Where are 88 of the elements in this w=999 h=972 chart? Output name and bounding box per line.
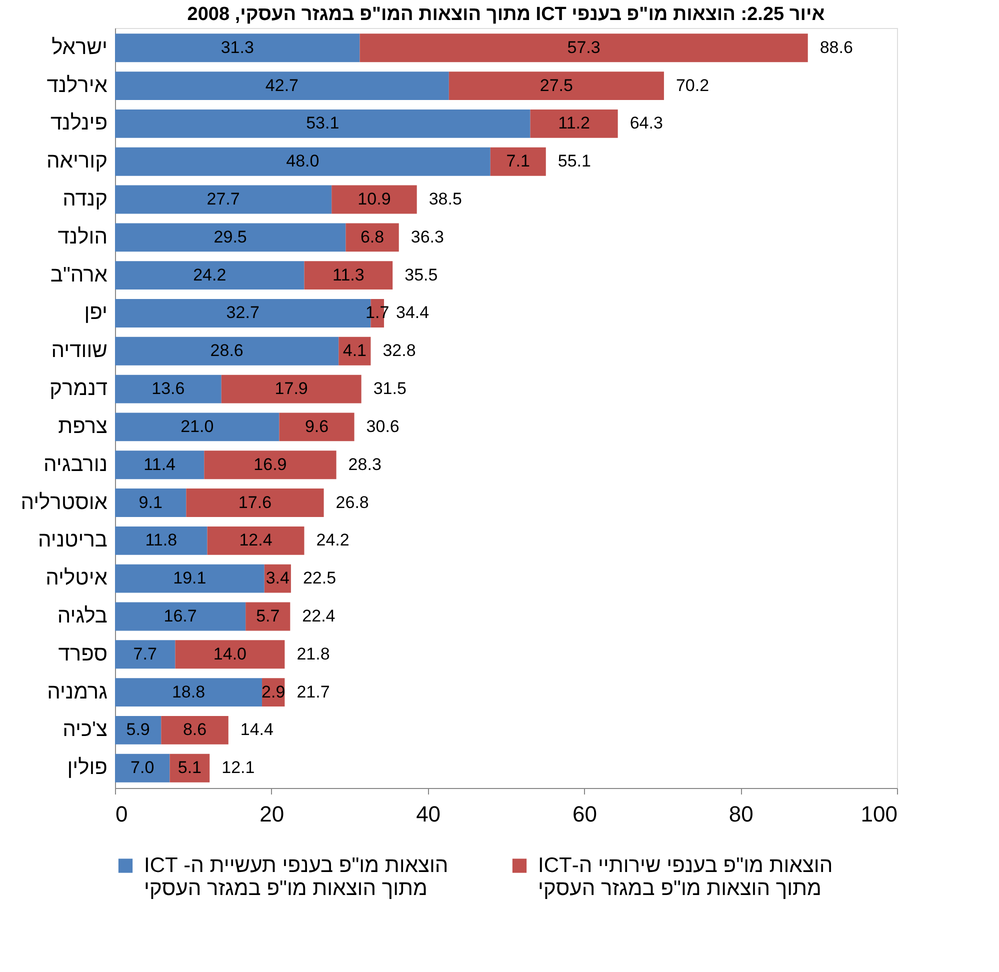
y-tick-label: דנמרק	[50, 377, 108, 400]
data-label: 16.7	[164, 606, 197, 626]
data-label: 24.2	[193, 265, 226, 284]
total-label: 22.5	[302, 568, 336, 588]
data-label: 48.0	[286, 152, 320, 171]
data-label: 31.3	[220, 38, 254, 57]
data-label: 2.9	[262, 682, 286, 702]
data-label: 9.6	[304, 416, 329, 436]
data-label: 17.9	[274, 379, 308, 398]
total-label: 28.3	[348, 454, 382, 474]
data-label: 4.1	[342, 341, 367, 360]
total-label: 26.8	[336, 492, 369, 512]
total-label: 30.6	[366, 416, 400, 436]
total-label: 88.6	[820, 38, 853, 57]
data-label: 21.0	[180, 416, 214, 436]
data-label: 13.6	[152, 379, 185, 398]
y-tick-label: פינלנד	[50, 112, 108, 135]
data-label: 12.4	[239, 530, 272, 550]
data-label: 9.1	[138, 492, 162, 512]
y-tick-label: אוסטרליה	[20, 490, 108, 514]
y-tick-label: נורבגיה	[43, 452, 108, 476]
data-label: 5.7	[256, 606, 280, 626]
data-label: 19.1	[173, 568, 206, 588]
total-label: 64.3	[630, 114, 663, 133]
total-label: 24.2	[316, 530, 350, 550]
x-tick-label: 60	[572, 802, 597, 826]
y-tick-label: שוודיה	[51, 339, 108, 362]
y-tick-label: יפן	[84, 301, 108, 324]
y-tick-label: גרמניה	[47, 680, 108, 704]
y-tick-label: קנדה	[62, 188, 108, 211]
total-label: 55.1	[558, 152, 591, 171]
data-label: 11.8	[145, 530, 178, 550]
total-label: 38.5	[428, 190, 462, 209]
x-tick-label: 40	[416, 802, 441, 826]
y-tick-label: ארה"ב	[50, 263, 108, 286]
data-label: 6.8	[360, 227, 384, 246]
total-label: 36.3	[410, 227, 444, 246]
data-label: 42.7	[265, 76, 299, 95]
y-tick-label: אירלנד	[46, 74, 108, 97]
data-label: 7.0	[130, 758, 154, 778]
y-tick-label: ישראל	[52, 36, 108, 59]
data-label: 5.9	[126, 720, 150, 740]
data-label: 7.1	[506, 152, 530, 171]
total-label: 12.1	[222, 758, 255, 778]
total-label: 14.4	[240, 720, 274, 740]
data-label: 14.0	[213, 644, 246, 664]
data-label: 8.6	[182, 720, 207, 740]
x-tick-label: 100	[860, 802, 898, 826]
data-label: 10.9	[358, 190, 391, 209]
total-label: 32.8	[382, 341, 416, 360]
y-tick-label: בריטניה	[38, 528, 108, 552]
data-label: 5.1	[178, 758, 202, 778]
total-label: 22.4	[302, 606, 336, 626]
total-label: 34.4	[396, 303, 430, 322]
y-tick-label: בלגיה	[57, 604, 108, 628]
data-label: 3.4	[266, 568, 290, 588]
x-tick-label: 20	[260, 802, 284, 826]
total-label: 31.5	[373, 379, 406, 398]
chart-title: איור 2.25: הוצאות מו"פ בענפי ICT מתוך הוצאות המו"פ במגזר העסקי, 2008	[187, 4, 825, 25]
total-label: 21.7	[296, 682, 330, 702]
x-tick-label: 80	[728, 802, 754, 826]
data-label: 57.3	[567, 38, 600, 57]
data-label: 11.2	[558, 114, 590, 133]
total-label: 70.2	[676, 76, 710, 95]
y-tick-label: צרפת	[58, 414, 108, 438]
data-label: 32.7	[226, 303, 260, 322]
data-label: 11.4	[144, 454, 176, 474]
data-label: 53.1	[306, 114, 340, 133]
x-tick-label: 0	[116, 802, 128, 826]
data-label: 11.3	[332, 265, 364, 284]
data-label: 28.6	[210, 341, 244, 360]
y-tick-label: ספרד	[58, 642, 108, 666]
total-label: 35.5	[404, 265, 438, 284]
total-label: 21.8	[296, 644, 330, 664]
data-label: 16.9	[254, 454, 287, 474]
data-label: 7.7	[133, 644, 157, 664]
y-tick-label: קוריאה	[46, 150, 108, 173]
legend-label: הוצאות מו"פ בענפי תעשיית ה- ICT מתוך הוצאות מו"פ במגזר העסקי	[144, 854, 448, 900]
y-tick-label: איטליה	[46, 566, 108, 590]
y-tick-label: צ'כיה	[62, 718, 108, 742]
y-tick-label: פולין	[67, 756, 108, 780]
data-label: 29.5	[214, 227, 247, 246]
data-label: 27.7	[206, 190, 240, 209]
data-label: 18.8	[172, 682, 206, 702]
y-tick-label: הולנד	[58, 225, 108, 248]
data-label: 27.5	[540, 76, 573, 95]
data-label: 17.6	[238, 492, 272, 512]
legend-label: הוצאות מו"פ בענפי שירותיי ה-ICT מתוך הוצאות מו"פ במגזר העסקי	[538, 854, 833, 900]
